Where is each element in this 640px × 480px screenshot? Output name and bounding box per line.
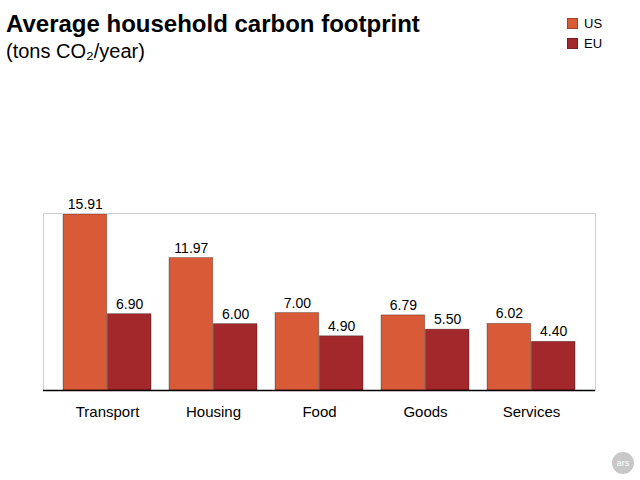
html-text:(tons CO₂/year): (tons CO₂/year) — [6, 40, 145, 62]
svg-text:4.40: 4.40 — [540, 323, 567, 339]
svg-text:Housing: Housing — [186, 403, 241, 420]
svg-text:4.90: 4.90 — [328, 318, 355, 334]
svg-text:15.91: 15.91 — [68, 196, 103, 212]
svg-text:6.90: 6.90 — [116, 296, 143, 312]
svg-text:7.00: 7.00 — [284, 295, 311, 311]
html-text:ars: ars — [616, 458, 630, 468]
svg-text:5.50: 5.50 — [434, 311, 461, 327]
svg-text:6.00: 6.00 — [222, 306, 249, 322]
svg-text:Goods: Goods — [403, 403, 447, 420]
html-text:Average household carbon footp: Average household carbon footprint — [6, 10, 420, 37]
html-text:US: US — [584, 15, 603, 31]
svg-text:Transport: Transport — [76, 403, 140, 420]
svg-text:6.02: 6.02 — [496, 305, 523, 321]
svg-text:6.79: 6.79 — [390, 297, 417, 313]
html-text:EU: EU — [584, 35, 603, 51]
svg-text:Services: Services — [503, 403, 561, 420]
svg-text:Food: Food — [302, 403, 336, 420]
svg-text:11.97: 11.97 — [174, 240, 208, 256]
